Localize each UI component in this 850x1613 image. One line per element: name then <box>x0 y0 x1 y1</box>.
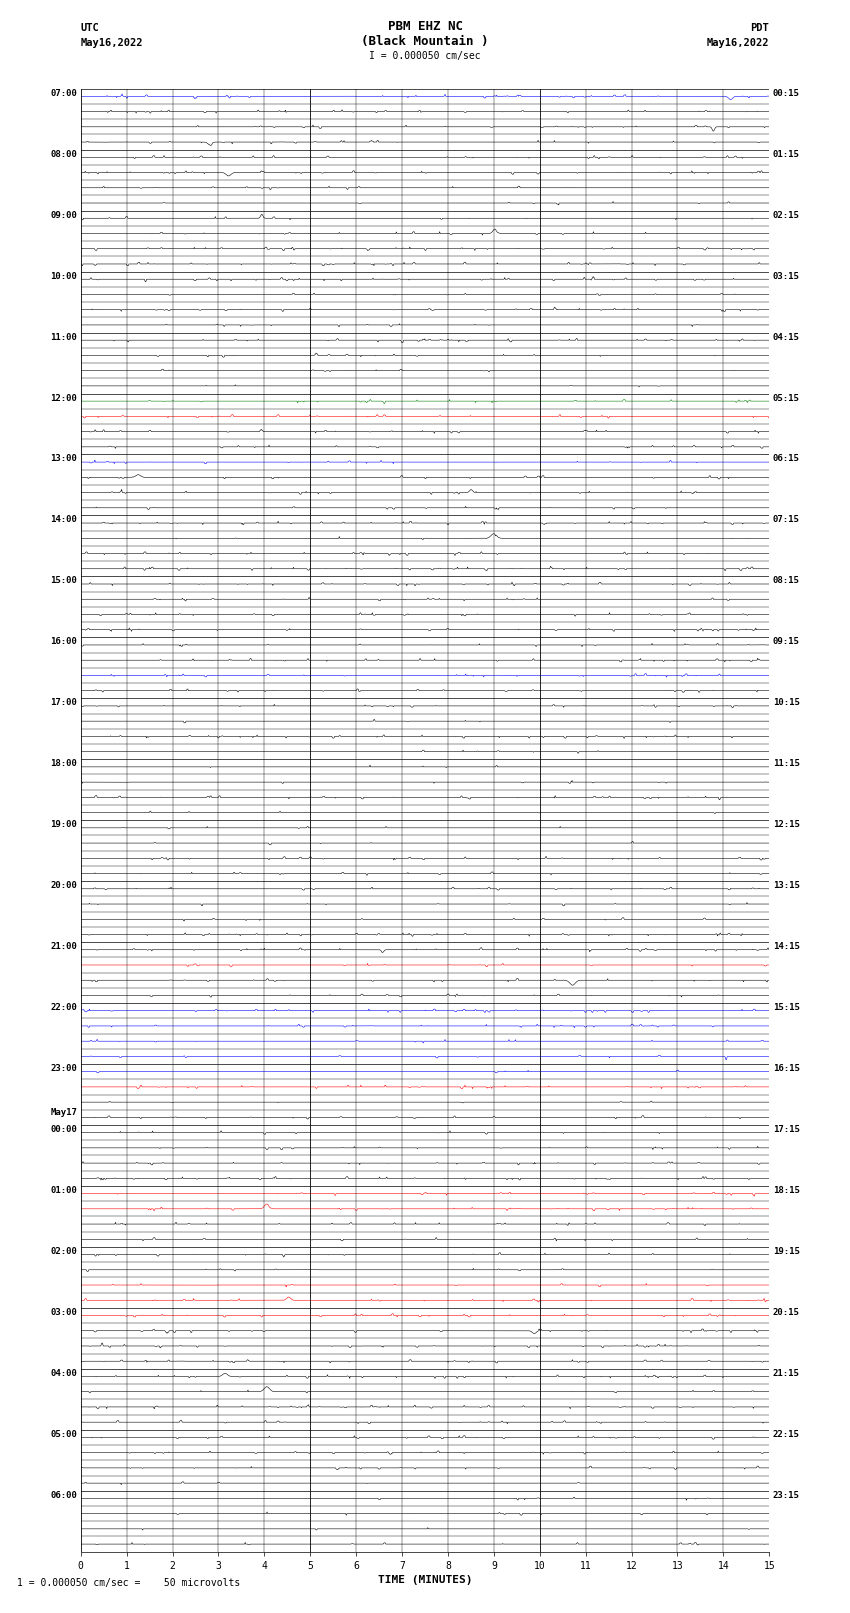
Text: 03:15: 03:15 <box>773 271 800 281</box>
Text: 16:00: 16:00 <box>50 637 77 647</box>
Text: 08:00: 08:00 <box>50 150 77 158</box>
Text: 21:15: 21:15 <box>773 1369 800 1378</box>
Text: 15:15: 15:15 <box>773 1003 800 1011</box>
Text: 14:15: 14:15 <box>773 942 800 952</box>
Text: 14:00: 14:00 <box>50 516 77 524</box>
Text: 22:00: 22:00 <box>50 1003 77 1011</box>
Text: 12:15: 12:15 <box>773 821 800 829</box>
Text: 15:00: 15:00 <box>50 576 77 586</box>
Text: 11:15: 11:15 <box>773 760 800 768</box>
Text: 21:00: 21:00 <box>50 942 77 952</box>
Text: 13:15: 13:15 <box>773 881 800 890</box>
Text: 1 = 0.000050 cm/sec =    50 microvolts: 1 = 0.000050 cm/sec = 50 microvolts <box>17 1578 241 1587</box>
Text: 19:00: 19:00 <box>50 821 77 829</box>
Text: 23:15: 23:15 <box>773 1490 800 1500</box>
Text: 19:15: 19:15 <box>773 1247 800 1257</box>
Text: 01:00: 01:00 <box>50 1186 77 1195</box>
Text: 07:00: 07:00 <box>50 89 77 98</box>
Text: May16,2022: May16,2022 <box>706 37 769 47</box>
Text: 17:15: 17:15 <box>773 1124 800 1134</box>
Text: 09:15: 09:15 <box>773 637 800 647</box>
Text: 06:00: 06:00 <box>50 1490 77 1500</box>
Text: 18:15: 18:15 <box>773 1186 800 1195</box>
Text: 10:00: 10:00 <box>50 271 77 281</box>
Text: 09:00: 09:00 <box>50 211 77 219</box>
Text: 20:15: 20:15 <box>773 1308 800 1316</box>
Text: 20:00: 20:00 <box>50 881 77 890</box>
Text: 00:15: 00:15 <box>773 89 800 98</box>
Text: UTC: UTC <box>81 23 99 32</box>
X-axis label: TIME (MINUTES): TIME (MINUTES) <box>377 1574 473 1586</box>
Text: 22:15: 22:15 <box>773 1429 800 1439</box>
Text: 12:00: 12:00 <box>50 394 77 403</box>
Text: 02:15: 02:15 <box>773 211 800 219</box>
Text: 06:15: 06:15 <box>773 455 800 463</box>
Text: 05:15: 05:15 <box>773 394 800 403</box>
Text: 04:15: 04:15 <box>773 332 800 342</box>
Text: 07:15: 07:15 <box>773 516 800 524</box>
Text: 03:00: 03:00 <box>50 1308 77 1316</box>
Text: 18:00: 18:00 <box>50 760 77 768</box>
Text: 23:00: 23:00 <box>50 1065 77 1073</box>
Text: 05:00: 05:00 <box>50 1429 77 1439</box>
Text: (Black Mountain ): (Black Mountain ) <box>361 34 489 47</box>
Text: 02:00: 02:00 <box>50 1247 77 1257</box>
Text: 00:00: 00:00 <box>50 1124 77 1134</box>
Text: PDT: PDT <box>751 23 769 32</box>
Text: 16:15: 16:15 <box>773 1065 800 1073</box>
Text: May17: May17 <box>50 1108 77 1118</box>
Text: 08:15: 08:15 <box>773 576 800 586</box>
Text: I = 0.000050 cm/sec: I = 0.000050 cm/sec <box>369 52 481 61</box>
Text: 11:00: 11:00 <box>50 332 77 342</box>
Text: May16,2022: May16,2022 <box>81 37 144 47</box>
Text: 10:15: 10:15 <box>773 698 800 706</box>
Text: 17:00: 17:00 <box>50 698 77 706</box>
Text: 04:00: 04:00 <box>50 1369 77 1378</box>
Text: PBM EHZ NC: PBM EHZ NC <box>388 19 462 32</box>
Text: 01:15: 01:15 <box>773 150 800 158</box>
Text: 13:00: 13:00 <box>50 455 77 463</box>
